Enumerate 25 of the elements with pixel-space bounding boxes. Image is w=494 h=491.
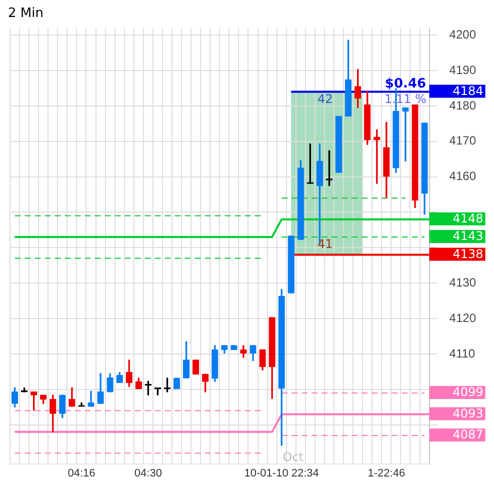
y-tick-label: 4170 xyxy=(449,134,476,148)
y-tick-label: 4120 xyxy=(449,310,476,325)
y-tick-label: 4110 xyxy=(449,346,476,360)
x-tick-label: 04:30 xyxy=(134,467,162,480)
y-tick-label: 4190 xyxy=(449,62,476,77)
legend-label: 4148 xyxy=(452,211,484,226)
x-tick-label: 10-01-10 22:34 xyxy=(244,467,319,480)
x-tick-label: 1-22:46 xyxy=(368,467,406,480)
annotation: 42 xyxy=(317,92,333,106)
y-tick-label: 4200 xyxy=(449,27,476,42)
y-tick-label: 4130 xyxy=(449,275,476,290)
annotation: 41 xyxy=(317,236,333,251)
legend-label: 4184 xyxy=(452,84,484,98)
legend-label: 4138 xyxy=(452,246,484,261)
annotation: Oct xyxy=(282,450,304,464)
text: 4143 xyxy=(452,229,484,244)
annotation: $0.46 xyxy=(384,76,426,92)
candlestick xyxy=(402,107,409,162)
chart-title: 2 Min xyxy=(8,6,44,21)
x-tick-label: 04:16 xyxy=(68,467,96,480)
text: 4087 xyxy=(452,428,484,442)
legend-label: 4093 xyxy=(452,406,484,420)
text: 4099 xyxy=(452,385,484,400)
y-tick-label: 4180 xyxy=(449,98,476,112)
y-tick-label: 4160 xyxy=(449,169,476,184)
